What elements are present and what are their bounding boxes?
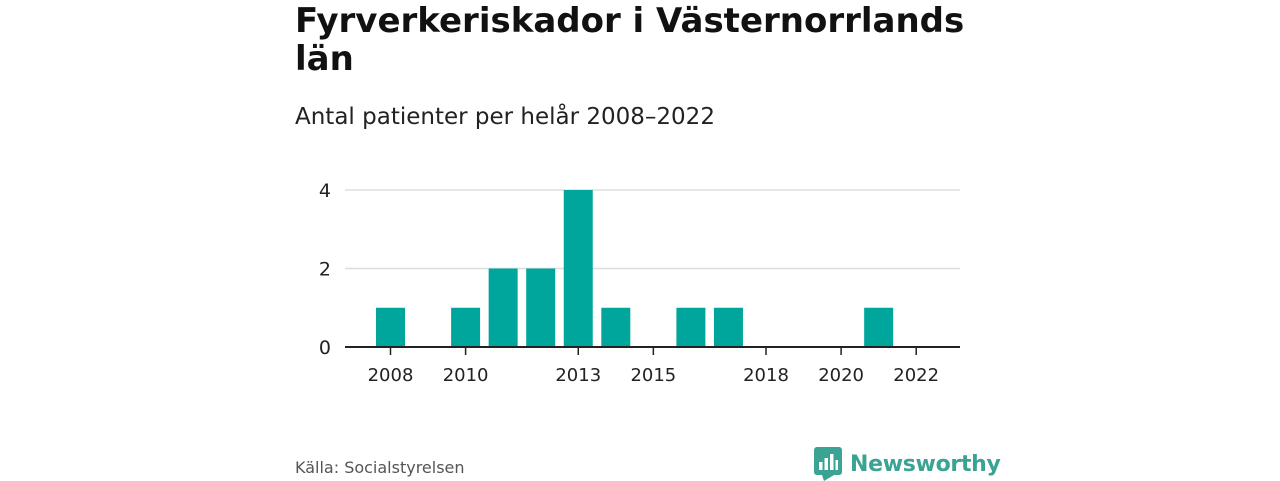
bar-2010 — [451, 307, 481, 347]
bar-2014 — [601, 307, 631, 347]
bar-2016 — [676, 307, 706, 347]
bars — [376, 190, 894, 347]
source-note: Källa: Socialstyrelsen — [295, 458, 465, 477]
chart-subtitle: Antal patienter per helår 2008–2022 — [295, 104, 715, 130]
x-tick-label: 2018 — [743, 365, 789, 386]
gridlines — [345, 189, 960, 270]
chart-title: Fyrverkeriskador i Västernorrlands län — [295, 1, 965, 79]
x-tick-label: 2013 — [555, 365, 601, 386]
x-tick-label: 2015 — [630, 365, 676, 386]
x-tick-label: 2010 — [443, 365, 489, 386]
brand-name: Newsworthy — [850, 451, 1001, 477]
x-ticks: 2008 2010 2013 2015 2018 2020 2022 — [368, 347, 939, 386]
y-tick-label: 0 — [319, 337, 331, 359]
x-tick-label: 2008 — [368, 365, 414, 386]
bar-2021 — [864, 307, 894, 347]
bar-chart: 0 2 4 2008 2010 2013 2015 2018 2020 2022 — [319, 180, 960, 386]
newsworthy-logo-icon — [814, 447, 842, 481]
bar-2012 — [526, 268, 556, 347]
y-tick-label: 2 — [319, 259, 331, 281]
bar-2011 — [488, 268, 518, 347]
x-tick-label: 2022 — [893, 365, 939, 386]
y-tick-labels: 0 2 4 — [319, 180, 331, 359]
bar-2013 — [563, 190, 593, 347]
newsworthy-logo[interactable]: Newsworthy — [814, 447, 1001, 481]
y-tick-label: 4 — [319, 180, 331, 202]
bar-2017 — [713, 307, 743, 347]
x-tick-label: 2020 — [818, 365, 864, 386]
bar-2008 — [376, 307, 405, 347]
